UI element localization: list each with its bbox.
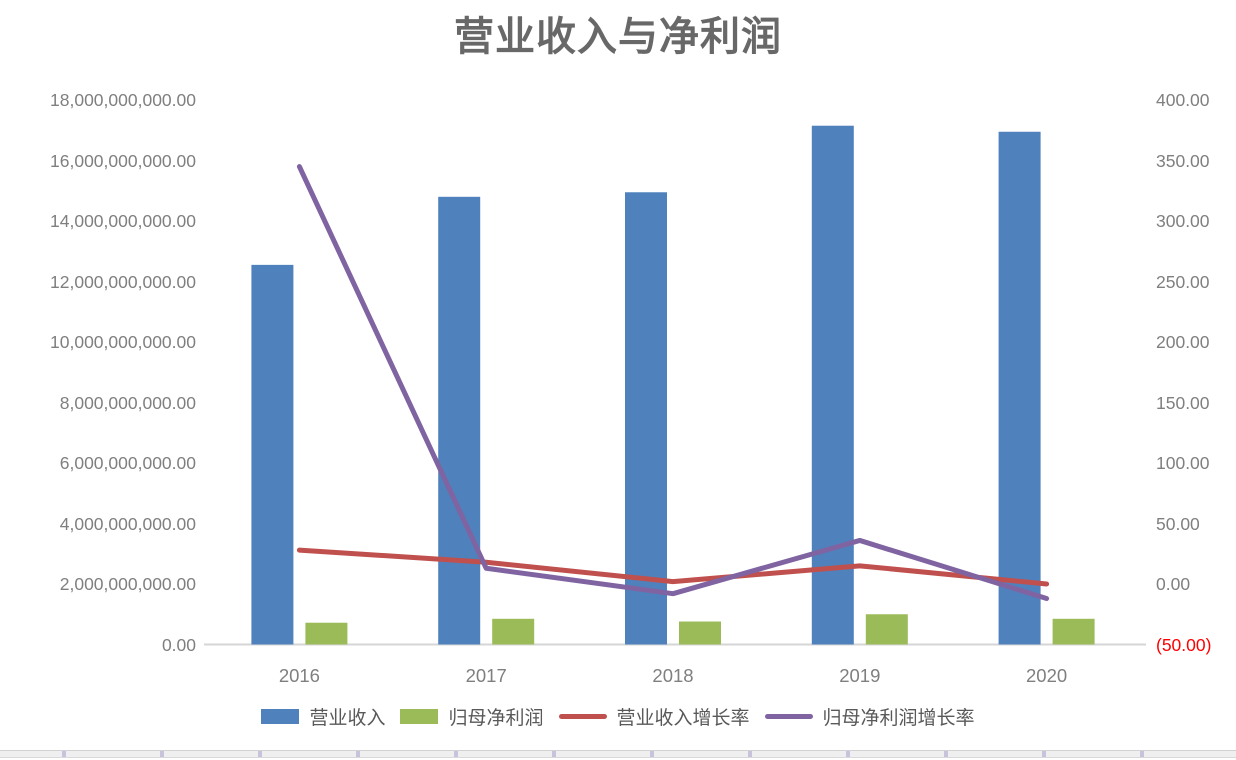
legend-label: 归母净利润增长率: [822, 707, 975, 729]
left-axis-tick-label: 8,000,000,000.00: [59, 392, 196, 413]
left-axis-tick-label: 14,000,000,000.00: [50, 211, 196, 231]
right-axis-tick-label: 250.00: [1156, 271, 1210, 292]
gridline-tick: [1140, 751, 1144, 757]
x-axis-category-label: 2019: [839, 665, 881, 686]
bar-营业收入-2019: [811, 125, 854, 645]
x-axis-category-label: 2020: [1026, 665, 1068, 686]
legend-bar-swatch: [261, 708, 300, 724]
legend-label: 营业收入增长率: [616, 707, 750, 729]
legend-item-归母净利润增长率: 归母净利润增长率: [764, 703, 975, 730]
legend-line-swatch: [558, 713, 607, 719]
x-axis-category-label: 2017: [465, 665, 507, 686]
gridline-tick: [1042, 751, 1046, 757]
bar-归母净利润-2020: [1052, 618, 1095, 645]
gridline-tick: [160, 751, 164, 757]
right-axis-tick-label: 50.00: [1156, 513, 1200, 534]
bar-营业收入-2017: [438, 196, 481, 645]
legend-item-归母净利润: 归母净利润: [400, 703, 544, 730]
line-归母净利润增长率: [296, 164, 1050, 602]
spreadsheet-gridline-strip: [0, 750, 1236, 758]
legend-item-营业收入增长率: 营业收入增长率: [558, 703, 750, 730]
bar-归母净利润-2016: [305, 622, 348, 645]
legend-label: 营业收入: [309, 707, 386, 729]
gridline-tick: [454, 751, 458, 757]
gridline-tick: [552, 751, 556, 757]
legend-label: 归母净利润: [448, 707, 544, 729]
gridline-tick: [748, 751, 752, 757]
left-axis-tick-label: 16,000,000,000.00: [50, 150, 196, 171]
gridline-tick: [846, 751, 850, 757]
left-axis-tick-label: 2,000,000,000.00: [59, 574, 196, 594]
left-axis-tick-label: 6,000,000,000.00: [59, 453, 196, 473]
right-axis-tick-label: 0.00: [1156, 574, 1191, 594]
left-axis-tick-label: 0.00: [161, 634, 196, 655]
right-axis-tick-label: 400.00: [1156, 90, 1210, 110]
left-axis-tick-label: 12,000,000,000.00: [50, 271, 196, 292]
right-axis-tick-label: 350.00: [1156, 150, 1210, 171]
gridline-tick: [944, 751, 948, 757]
gridline-tick: [650, 751, 654, 757]
bar-营业收入-2020: [998, 131, 1041, 645]
gridline-tick: [356, 751, 360, 757]
left-axis-tick-label: 4,000,000,000.00: [59, 513, 196, 534]
gridline-tick: [62, 751, 66, 757]
right-axis-tick-label: 150.00: [1156, 392, 1210, 413]
bar-归母净利润-2018: [679, 621, 721, 645]
chart-title: 营业收入与净利润: [454, 14, 782, 59]
right-axis-tick-label: 100.00: [1156, 453, 1210, 473]
gridline-tick: [258, 751, 262, 757]
legend-bar-swatch: [400, 708, 439, 724]
x-axis-category-label: 2018: [652, 665, 694, 686]
line-营业收入增长率: [296, 547, 1050, 587]
bar-营业收入-2018: [625, 192, 667, 645]
right-axis-tick-label: (50.00): [1156, 634, 1212, 655]
bar-营业收入-2016: [251, 264, 294, 645]
legend-line-swatch: [764, 713, 813, 719]
right-axis-tick-label: 200.00: [1156, 332, 1210, 352]
right-axis-tick-label: 300.00: [1156, 211, 1210, 231]
bar-归母净利润-2019: [865, 614, 908, 645]
x-axis-category-label: 2016: [278, 665, 320, 686]
bar-归母净利润-2017: [492, 618, 535, 645]
left-axis-tick-label: 10,000,000,000.00: [50, 332, 196, 352]
legend: 营业收入 归母净利润 营业收入增长率 归母净利润增长率: [0, 702, 1236, 730]
left-axis-tick-label: 18,000,000,000.00: [50, 90, 196, 110]
legend-item-营业收入: 营业收入: [261, 703, 385, 730]
